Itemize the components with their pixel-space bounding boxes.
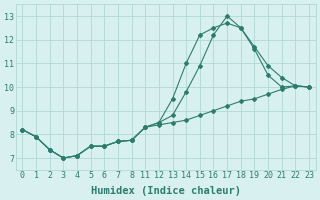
X-axis label: Humidex (Indice chaleur): Humidex (Indice chaleur)	[91, 186, 241, 196]
